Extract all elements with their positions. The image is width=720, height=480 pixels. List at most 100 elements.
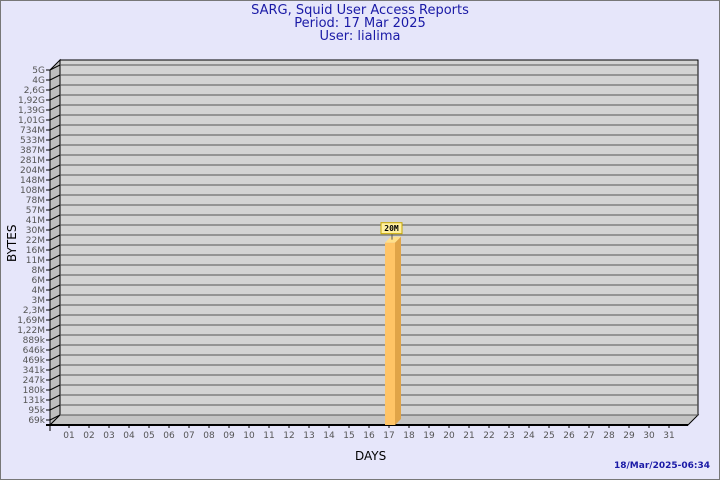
wall-tick [49,194,61,201]
y-tick-label: 6M [32,276,46,286]
y-tick-label: 3M [32,296,46,306]
wall-tick [49,74,61,81]
wall-tick [49,364,61,371]
wall-tick [49,344,61,351]
wall-tick [49,324,61,331]
y-tick-label: 95k [28,406,45,416]
y-tick-label: 889k [23,336,46,346]
x-tick-label-06: 06 [163,431,175,441]
y-tick-label: 341k [23,366,46,376]
wall-tick [49,414,61,421]
y-tick-label: 1,69M [17,316,45,326]
x-tick-label-25: 25 [543,431,554,441]
y-tick-label: 281M [20,156,45,166]
y-tick-label: 204M [20,166,45,176]
x-tick-label-19: 19 [423,431,435,441]
wall-tick [49,304,61,311]
y-tick-label: 16M [26,246,45,256]
wall-tick [49,354,61,361]
y-tick-label: 4M [32,286,46,296]
left-wall [49,58,61,427]
wall-tick [49,154,61,161]
x-tick-label-04: 04 [123,431,135,441]
x-tick-label-23: 23 [503,431,514,441]
y-tick-label: 180k [23,386,46,396]
y-tick-label: 148M [20,176,45,186]
y-tick-label: 69k [28,416,45,426]
x-tick-label-18: 18 [403,431,415,441]
x-tick-label-30: 30 [643,431,655,441]
wall-tick [49,174,61,181]
y-tick-label: 108M [20,186,45,196]
plot-area [59,59,699,416]
wall-tick [49,94,61,101]
wall-tick [49,104,61,111]
wall-tick [49,144,61,151]
wall-tick [49,384,61,391]
y-tick-label: 646k [23,346,46,356]
bar-label: 20M [384,224,399,233]
wall-tick [49,314,61,321]
y-tick-label: 41M [26,216,45,226]
y-tick-label: 30M [26,226,45,236]
y-tick-label: 387M [20,146,45,156]
y-tick-label: 1,01G [18,116,45,126]
wall-tick [49,254,61,261]
x-tick-label-20: 20 [443,431,455,441]
wall-tick [49,204,61,211]
wall-tick [49,274,61,281]
x-tick-label-01: 01 [63,431,74,441]
y-axis-label: BYTES [5,225,19,262]
user-text: User: lialima [319,29,401,44]
wall-tick [49,404,61,411]
x-tick-label-28: 28 [603,431,615,441]
wall-tick [49,234,61,241]
y-tick-label: 57M [26,206,45,216]
wall-tick [49,224,61,231]
x-tick-label-21: 21 [463,431,474,441]
wall-tick [49,244,61,251]
wall-tick [49,294,61,301]
x-tick-label-26: 26 [563,431,575,441]
y-tick-label: 247k [23,376,46,386]
y-tick-label: 734M [20,126,45,136]
chart-title: SARG, Squid User Access Reports [251,3,469,18]
x-tick-label-10: 10 [243,431,255,441]
bar-top [385,236,401,243]
x-tick-label-07: 07 [183,431,194,441]
wall-tick [49,124,61,131]
y-tick-label: 1,39G [18,106,45,116]
wall-tick [49,374,61,381]
wall-tick [49,64,61,71]
x-tick-label-27: 27 [583,431,594,441]
x-tick-label-02: 02 [83,431,94,441]
y-tick-label: 131k [23,396,46,406]
x-tick-label-12: 12 [283,431,294,441]
bar-side [395,236,401,425]
y-tick-label: 5G [32,66,45,76]
wall-tick [49,84,61,91]
bar-label-box [380,222,403,235]
x-tick-label-03: 03 [103,431,114,441]
wall-tick [49,134,61,141]
y-tick-label: 2,3M [23,306,45,316]
y-tick-label: 469k [23,356,46,366]
wall-tick [49,394,61,401]
y-tick-label: 1,92G [18,96,45,106]
x-tick-label-11: 11 [263,431,274,441]
wall-tick [49,214,61,221]
wall-tick [49,334,61,341]
x-tick-label-31: 31 [663,431,674,441]
y-tick-label: 4G [32,76,45,86]
x-tick-label-08: 08 [203,431,215,441]
y-tick-label: 8M [32,266,46,276]
wall-tick [49,264,61,271]
x-tick-label-22: 22 [483,431,494,441]
y-tick-label: 11M [26,256,45,266]
x-axis-label: DAYS [355,449,386,463]
y-tick-label: 2,6G [24,86,45,96]
wall-tick [49,114,61,121]
y-tick-label: 22M [26,236,45,246]
x-tick-label-24: 24 [523,431,535,441]
